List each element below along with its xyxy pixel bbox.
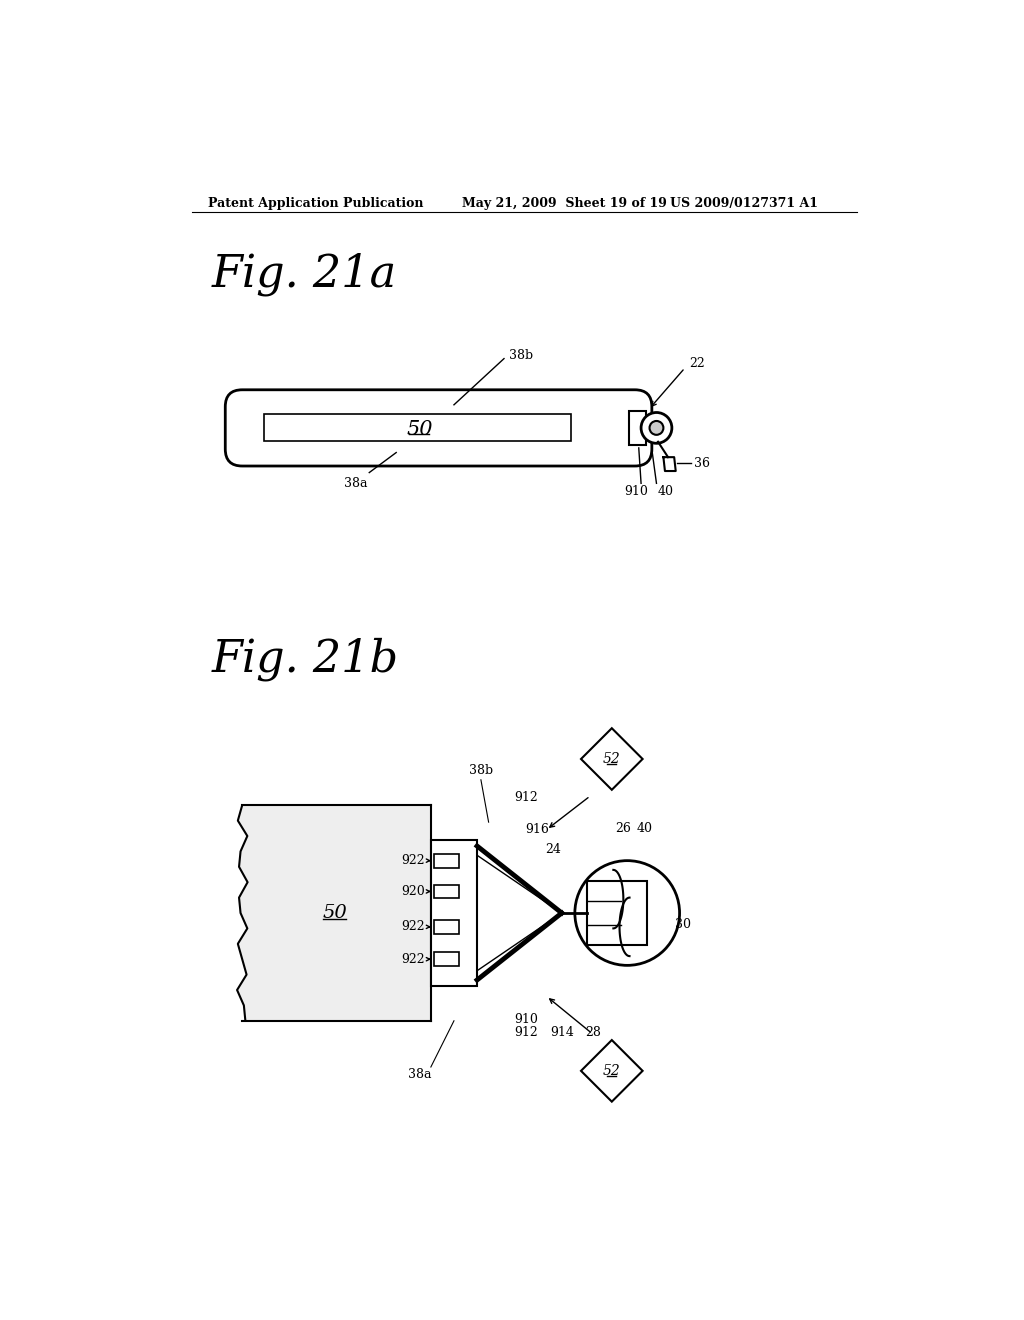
FancyBboxPatch shape: [225, 389, 652, 466]
Circle shape: [641, 412, 672, 444]
Text: 26: 26: [615, 822, 632, 834]
Text: 914: 914: [550, 1026, 574, 1039]
Text: 50: 50: [323, 904, 347, 921]
Text: 30: 30: [675, 917, 691, 931]
Text: 922: 922: [401, 953, 425, 966]
Text: 910: 910: [514, 1012, 538, 1026]
Polygon shape: [581, 729, 643, 789]
Bar: [434, 952, 459, 966]
Text: 28: 28: [585, 1026, 601, 1039]
Text: 22: 22: [689, 358, 705, 371]
Text: 916: 916: [524, 824, 549, 837]
Text: 922: 922: [401, 920, 425, 933]
Text: 52: 52: [603, 1064, 621, 1078]
Text: 912: 912: [514, 791, 538, 804]
Text: 52: 52: [603, 752, 621, 766]
Circle shape: [649, 421, 664, 434]
Text: 912: 912: [514, 1026, 538, 1039]
Text: 920: 920: [401, 884, 425, 898]
Bar: [629, 411, 646, 445]
Text: 38b: 38b: [469, 764, 493, 777]
Text: Fig. 21b: Fig. 21b: [211, 638, 398, 681]
Bar: [434, 884, 459, 899]
Text: 40: 40: [637, 822, 652, 834]
Bar: [434, 854, 459, 867]
Bar: [431, 840, 477, 986]
Bar: [264, 414, 571, 441]
Text: 910: 910: [625, 484, 648, 498]
Polygon shape: [238, 805, 431, 1020]
Text: Fig. 21a: Fig. 21a: [211, 252, 396, 296]
Text: 38b: 38b: [509, 348, 534, 362]
Text: 38a: 38a: [408, 1068, 431, 1081]
Bar: [587, 880, 647, 945]
Text: May 21, 2009  Sheet 19 of 19: May 21, 2009 Sheet 19 of 19: [462, 197, 667, 210]
Text: US 2009/0127371 A1: US 2009/0127371 A1: [670, 197, 817, 210]
Bar: [434, 920, 459, 933]
Text: 50: 50: [407, 420, 432, 440]
Text: 36: 36: [694, 457, 711, 470]
Text: 24: 24: [545, 843, 561, 857]
Text: 922: 922: [401, 854, 425, 867]
Text: Patent Application Publication: Patent Application Publication: [208, 197, 423, 210]
Circle shape: [574, 861, 680, 965]
Polygon shape: [581, 1040, 643, 1102]
Text: 40: 40: [658, 484, 674, 498]
Text: 38a: 38a: [344, 477, 368, 490]
